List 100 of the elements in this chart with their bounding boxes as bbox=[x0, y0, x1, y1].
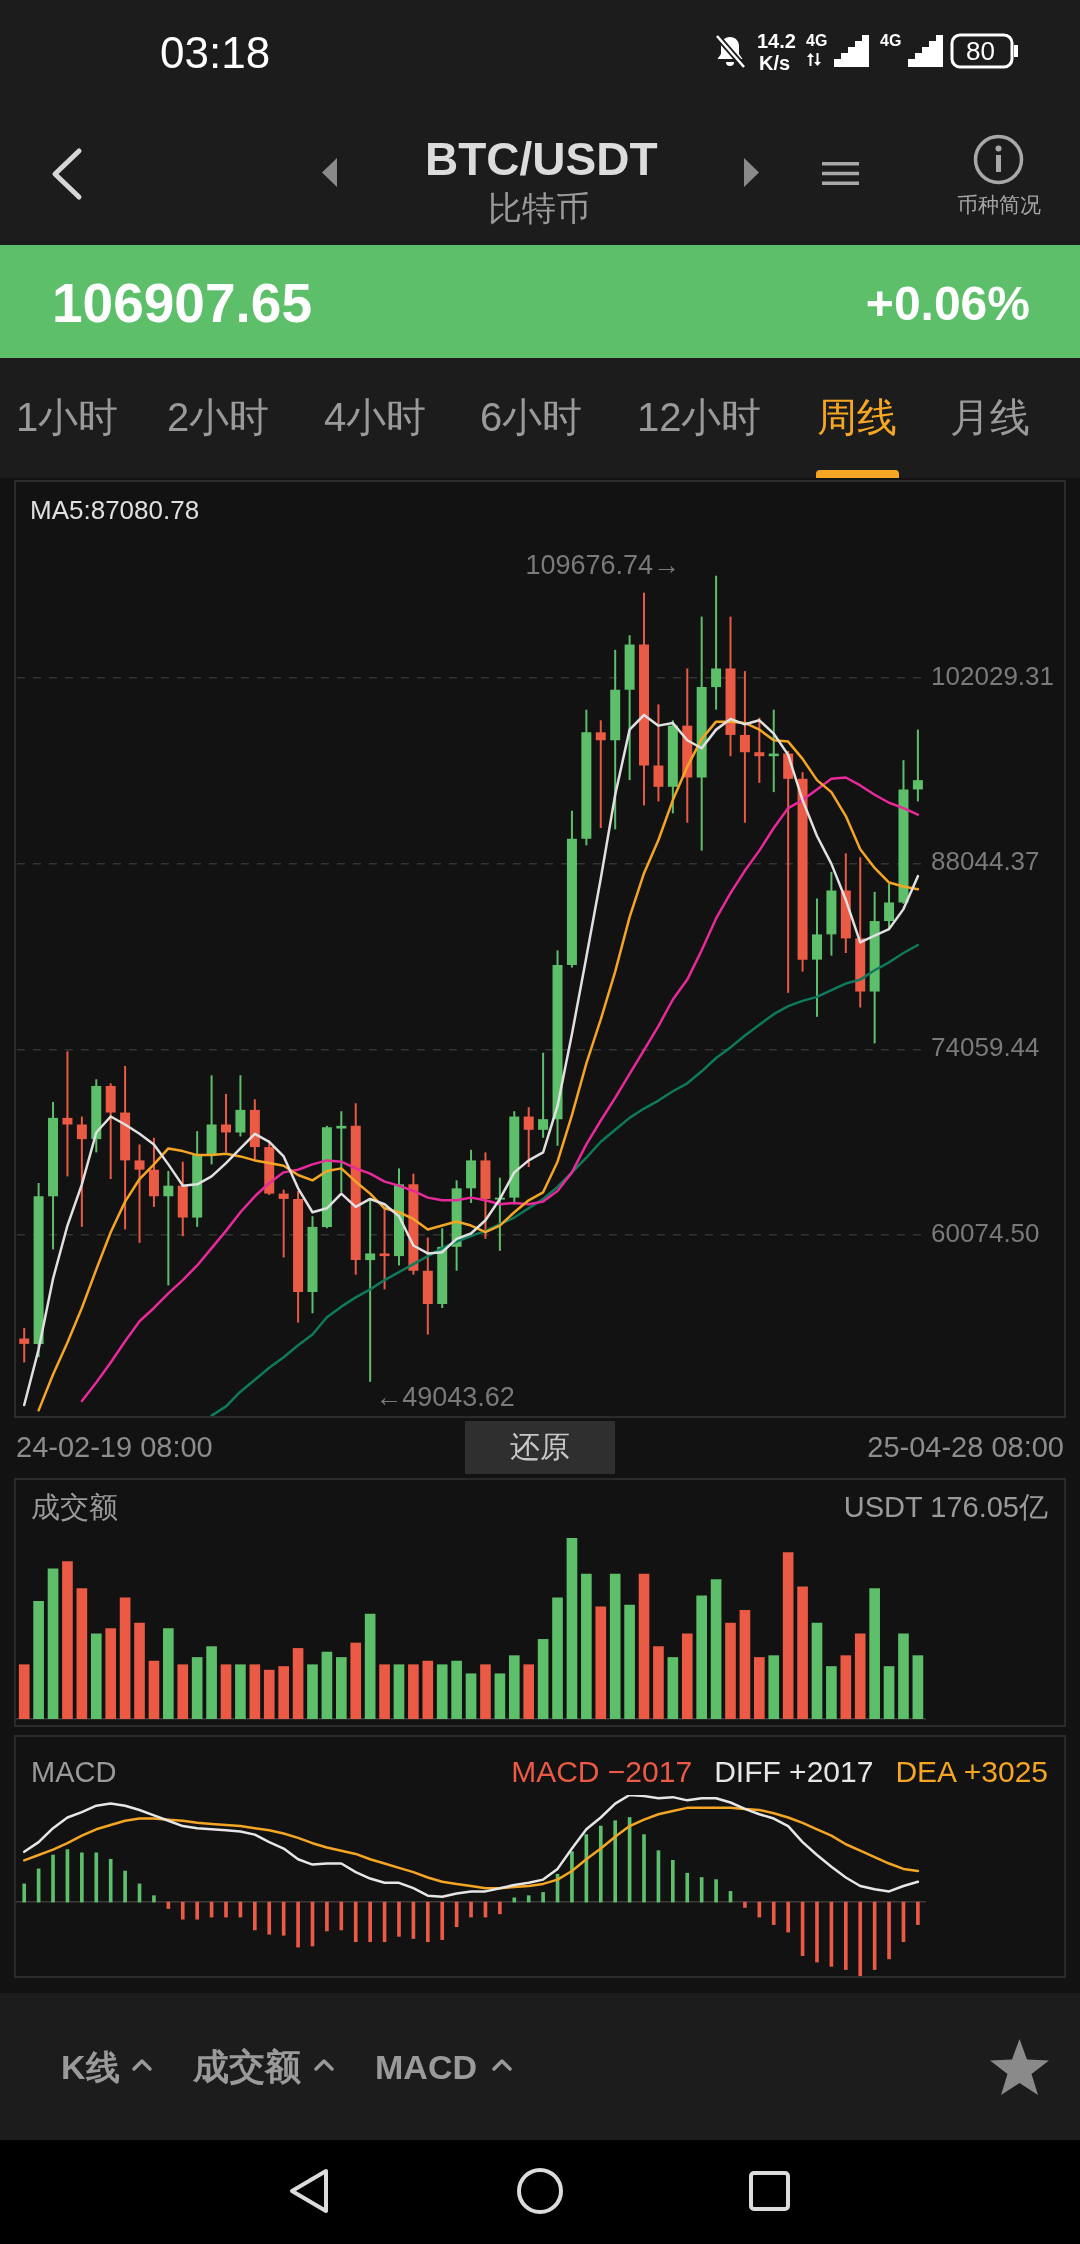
bar bbox=[739, 1610, 751, 1719]
candlestick bbox=[278, 1189, 289, 1258]
bar bbox=[425, 1901, 430, 1943]
text: 4小时 bbox=[324, 395, 427, 439]
bar bbox=[296, 1901, 300, 1948]
bar bbox=[191, 1657, 203, 1719]
bar bbox=[581, 1573, 592, 1719]
bar bbox=[148, 1660, 160, 1719]
bar bbox=[123, 1870, 127, 1903]
bar bbox=[480, 1664, 491, 1719]
series-label: DIFF +2017 bbox=[714, 1755, 874, 1788]
bar bbox=[224, 1901, 228, 1918]
bar bbox=[307, 1664, 318, 1719]
text: 4G bbox=[880, 32, 902, 49]
y-tick-label: 88044.37 bbox=[931, 846, 1040, 877]
bar bbox=[786, 1901, 790, 1933]
bar bbox=[90, 1633, 102, 1719]
bar bbox=[566, 1538, 578, 1719]
bar bbox=[696, 1595, 708, 1719]
bar bbox=[249, 1664, 261, 1719]
bar bbox=[195, 1901, 200, 1920]
bar bbox=[119, 1597, 131, 1719]
bar bbox=[494, 1673, 506, 1719]
bar bbox=[840, 1655, 852, 1719]
bar bbox=[253, 1901, 257, 1931]
bar bbox=[858, 1901, 863, 1976]
bar bbox=[854, 1633, 866, 1719]
text: 25-04-28 08:00 bbox=[867, 1431, 1064, 1463]
text: 14.2 bbox=[757, 30, 796, 52]
bar bbox=[771, 1901, 776, 1925]
candlestick bbox=[62, 1051, 73, 1177]
bar bbox=[523, 1664, 535, 1719]
bar bbox=[671, 1860, 675, 1903]
series-label: MACD −2017 bbox=[511, 1755, 693, 1788]
bar bbox=[465, 1673, 477, 1719]
bar bbox=[220, 1664, 232, 1719]
text: DEA +3025 bbox=[895, 1755, 1048, 1788]
bar bbox=[339, 1901, 344, 1931]
bar bbox=[667, 1657, 679, 1719]
bar bbox=[33, 1601, 44, 1719]
chart-subtitle: 比特币 bbox=[488, 189, 590, 227]
text: +0.06% bbox=[865, 277, 1030, 330]
bar bbox=[80, 1852, 84, 1903]
text: 24-02-19 08:00 bbox=[16, 1431, 213, 1463]
bar bbox=[642, 1834, 646, 1903]
bar bbox=[267, 1901, 272, 1935]
bar bbox=[440, 1901, 445, 1940]
bar bbox=[653, 1646, 664, 1719]
text: 12小时 bbox=[637, 395, 762, 439]
text: 106907.65 bbox=[52, 272, 312, 334]
bar bbox=[512, 1897, 517, 1903]
y-tick-label: 74059.44 bbox=[931, 1032, 1040, 1063]
bar bbox=[508, 1655, 520, 1719]
bar bbox=[912, 1655, 924, 1719]
bar bbox=[638, 1573, 650, 1719]
text: K/s bbox=[759, 52, 791, 74]
text: 2小时 bbox=[167, 395, 270, 439]
bar bbox=[105, 1628, 117, 1719]
chart-title: 成交额 bbox=[31, 1491, 118, 1523]
text: 还原 bbox=[510, 1430, 570, 1463]
bar bbox=[826, 1666, 837, 1719]
text: 03:18 bbox=[160, 28, 271, 77]
bar bbox=[18, 1664, 30, 1719]
bar bbox=[108, 1858, 113, 1903]
bar bbox=[22, 1883, 27, 1903]
y-tick-label: 102029.31 bbox=[931, 660, 1054, 691]
bar bbox=[541, 1892, 545, 1903]
bar bbox=[368, 1901, 372, 1943]
bar bbox=[537, 1639, 549, 1719]
text: 4G bbox=[806, 32, 828, 49]
bar bbox=[379, 1664, 390, 1719]
text: 80 bbox=[966, 36, 995, 66]
bar bbox=[624, 1604, 635, 1719]
bar bbox=[898, 1633, 909, 1719]
bar bbox=[699, 1877, 704, 1903]
annotation: ←49043.62 bbox=[375, 1381, 515, 1412]
text: 月线 bbox=[950, 395, 1030, 439]
bar bbox=[364, 1613, 376, 1719]
bar bbox=[797, 1586, 808, 1719]
bar bbox=[235, 1664, 246, 1719]
bar bbox=[681, 1633, 693, 1719]
bar bbox=[436, 1664, 448, 1719]
text: 周线 bbox=[817, 395, 897, 439]
text: MACD bbox=[375, 2048, 477, 2086]
chart-title: MACD bbox=[31, 1756, 117, 1788]
bar bbox=[353, 1901, 358, 1943]
bar bbox=[469, 1901, 473, 1918]
bar bbox=[180, 1901, 185, 1920]
candlestick bbox=[365, 1198, 376, 1382]
bar bbox=[887, 1901, 891, 1960]
text: 币种简况 bbox=[957, 193, 1041, 216]
bar bbox=[408, 1664, 419, 1719]
bar bbox=[76, 1588, 88, 1719]
bar bbox=[163, 1628, 174, 1719]
bar bbox=[552, 1597, 563, 1719]
bar bbox=[613, 1820, 618, 1903]
bar bbox=[570, 1851, 574, 1903]
bar bbox=[62, 1561, 73, 1719]
chart-title: BTC/USDT bbox=[425, 133, 658, 185]
bar bbox=[916, 1901, 920, 1925]
